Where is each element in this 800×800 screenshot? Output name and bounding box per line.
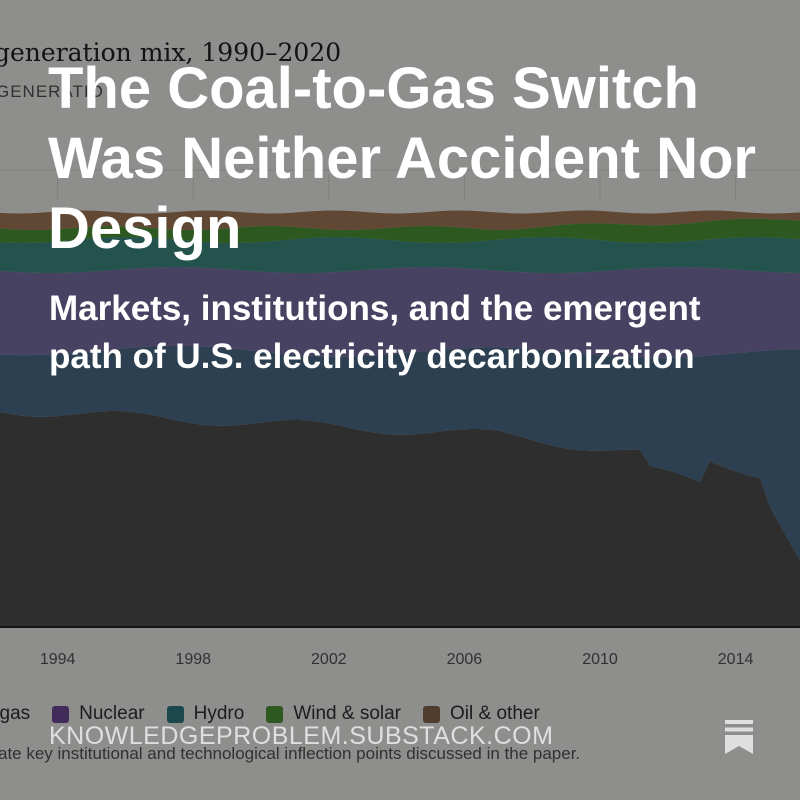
chart-legend: l gas Nuclear Hydro Wind & solar Oil & o… bbox=[0, 700, 562, 728]
area-hydro bbox=[0, 237, 800, 273]
legend-label-hydro: Hydro bbox=[193, 703, 245, 724]
legend-swatch-nuclear bbox=[52, 705, 70, 723]
legend-item-hydro: Hydro bbox=[166, 703, 245, 725]
x-tick-label-2006: 2006 bbox=[447, 651, 483, 668]
legend-item-nuclear: Nuclear bbox=[52, 703, 145, 725]
legend-label-oil-other: Oil & other bbox=[450, 703, 540, 724]
chart-title: generation mix, 1990–2020 bbox=[0, 38, 342, 67]
chart-subtitle: GENERATIO bbox=[0, 82, 104, 101]
area-oil-other bbox=[0, 210, 800, 230]
area-coal bbox=[0, 411, 800, 627]
area-gas bbox=[0, 345, 800, 561]
x-tick-label-2010: 2010 bbox=[582, 651, 618, 668]
legend-label-wind-solar: Wind & solar bbox=[293, 703, 402, 724]
area-wind-solar bbox=[0, 218, 800, 243]
chart-caption: ate key institutional and technological … bbox=[0, 744, 581, 763]
x-tick-label-1998: 1998 bbox=[175, 651, 211, 668]
legend-swatch-hydro bbox=[166, 705, 184, 723]
legend-item-wind-solar: Wind & solar bbox=[266, 703, 401, 725]
legend-label-nuclear: Nuclear bbox=[79, 703, 145, 724]
area-nuclear bbox=[0, 267, 800, 359]
post-title: The Coal-to-Gas Switch Was Neither Accid… bbox=[48, 56, 756, 261]
legend-swatch-wind-solar bbox=[266, 705, 284, 723]
site-url: KNOWLEDGEPROBLEM.SUBSTACK.COM bbox=[49, 722, 554, 750]
legend-swatch-oil-other bbox=[423, 705, 441, 723]
legend-item-oil-other: Oil & other bbox=[423, 703, 540, 725]
substack-bookmark-icon bbox=[725, 720, 753, 754]
post-subtitle: Markets, institutions, and the emergent … bbox=[49, 289, 701, 376]
legend-item-gas: l gas bbox=[0, 703, 30, 725]
x-tick-label-2002: 2002 bbox=[311, 651, 347, 668]
x-tick-label-2014: 2014 bbox=[718, 651, 754, 668]
x-tick-label-1994: 1994 bbox=[40, 651, 76, 668]
legend-label-gas: l gas bbox=[0, 703, 31, 724]
